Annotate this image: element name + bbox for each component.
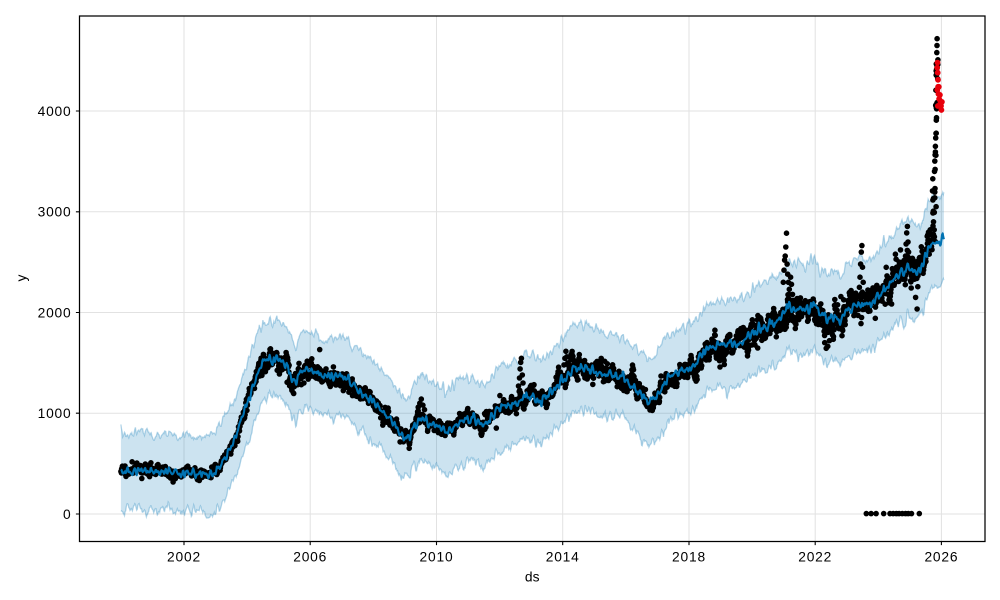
svg-text:4000: 4000 xyxy=(38,104,72,119)
svg-text:2002: 2002 xyxy=(167,550,201,565)
svg-text:ds: ds xyxy=(525,570,540,585)
svg-text:2010: 2010 xyxy=(420,550,454,565)
svg-text:2014: 2014 xyxy=(546,550,580,565)
svg-text:2022: 2022 xyxy=(798,550,832,565)
svg-text:2018: 2018 xyxy=(672,550,706,565)
svg-text:y: y xyxy=(14,274,29,281)
svg-text:2000: 2000 xyxy=(38,305,72,320)
svg-text:3000: 3000 xyxy=(38,205,72,220)
svg-text:0: 0 xyxy=(63,507,71,522)
svg-text:2006: 2006 xyxy=(293,550,327,565)
svg-text:2026: 2026 xyxy=(924,550,958,565)
svg-text:1000: 1000 xyxy=(38,406,72,421)
